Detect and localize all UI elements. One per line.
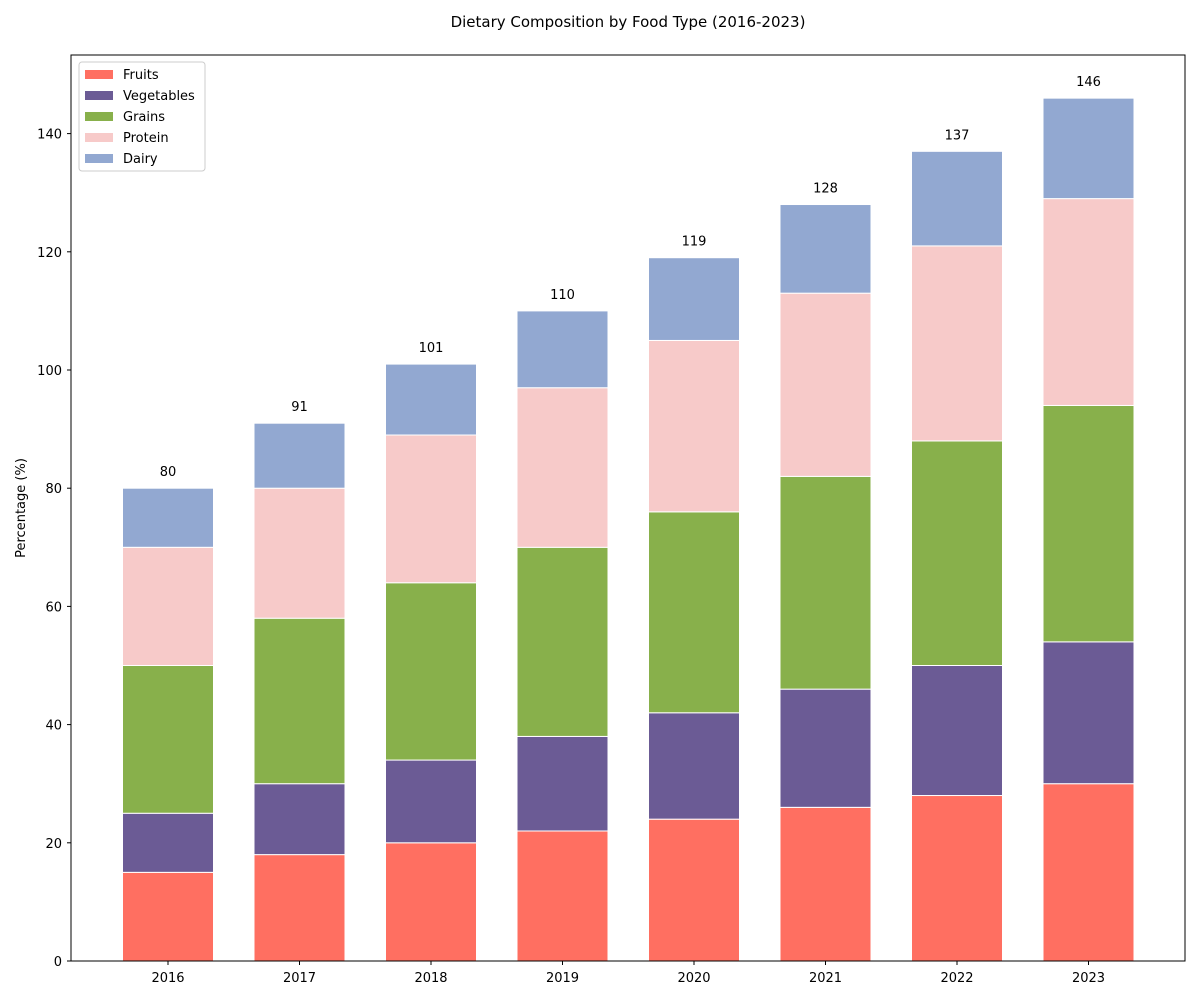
bar-fruits-2021: [779, 806, 872, 962]
bar-protein-2016: [122, 546, 214, 667]
totals-group: 80 91 101 110 119 128 137 146: [160, 75, 1101, 480]
legend-label: Protein: [123, 131, 169, 146]
bar-grains-2022: [911, 440, 1003, 667]
total-label: 119: [682, 235, 707, 250]
legend-swatch-fruits: [85, 70, 113, 79]
total-label: 80: [160, 465, 177, 480]
total-label: 110: [550, 288, 575, 303]
bar-protein-2017: [253, 487, 346, 619]
y-tick-label: 0: [54, 955, 62, 970]
x-tick-label: 2020: [677, 971, 710, 986]
legend-swatch-dairy: [85, 154, 113, 163]
y-tick-label: 60: [45, 600, 62, 615]
x-tick-label: 2018: [414, 971, 447, 986]
bar-dairy-2017: [253, 422, 346, 489]
plot-frame: [70, 54, 1186, 962]
bar-protein-2023: [1042, 198, 1135, 406]
bar-fruits-2017: [253, 854, 346, 962]
bar-vegetables-2023: [1042, 641, 1135, 785]
x-axis: 2016 2017 2018 2019 2020 2021 2022 2023: [151, 961, 1105, 986]
bar-grains-2021: [779, 475, 872, 690]
total-label: 146: [1076, 75, 1101, 90]
bar-fruits-2023: [1042, 783, 1135, 962]
bar-grains-2018: [385, 582, 477, 761]
legend-swatch-grains: [85, 112, 113, 121]
x-tick-label: 2021: [809, 971, 842, 986]
total-label: 128: [813, 182, 838, 197]
bar-fruits-2020: [648, 818, 740, 962]
bar-dairy-2020: [648, 257, 740, 341]
bar-fruits-2018: [385, 842, 477, 962]
x-tick-label: 2023: [1072, 971, 1105, 986]
legend-label: Fruits: [123, 68, 159, 83]
x-tick-label: 2019: [546, 971, 579, 986]
bar-dairy-2016: [122, 487, 214, 548]
total-label: 137: [945, 128, 970, 143]
bar-protein-2018: [385, 434, 477, 584]
bar-protein-2019: [516, 387, 609, 548]
total-label: 101: [419, 341, 444, 356]
y-tick-label: 120: [37, 246, 62, 261]
y-tick-label: 140: [37, 128, 62, 143]
bars-group: [122, 97, 1135, 962]
x-tick-label: 2017: [283, 971, 316, 986]
bar-fruits-2019: [516, 830, 609, 962]
bar-vegetables-2020: [648, 712, 740, 820]
bar-fruits-2016: [122, 871, 214, 962]
bar-dairy-2021: [779, 204, 872, 294]
x-tick-label: 2016: [151, 971, 184, 986]
bar-fruits-2022: [911, 795, 1003, 962]
y-tick-label: 40: [45, 719, 62, 734]
bar-dairy-2023: [1042, 97, 1135, 200]
total-label: 91: [291, 400, 308, 415]
bar-vegetables-2022: [911, 665, 1003, 797]
legend-swatch-vegetables: [85, 91, 113, 100]
chart-title: Dietary Composition by Food Type (2016-2…: [451, 13, 806, 31]
legend-swatch-protein: [85, 133, 113, 142]
legend-label: Dairy: [123, 152, 158, 167]
bar-grains-2020: [648, 511, 740, 714]
bar-grains-2016: [122, 665, 214, 814]
y-tick-label: 100: [37, 364, 62, 379]
bar-vegetables-2017: [253, 783, 346, 856]
y-axis: 0 20 40 60 80 100 120 140: [37, 128, 71, 970]
bar-dairy-2022: [911, 150, 1003, 247]
y-tick-label: 80: [45, 482, 62, 497]
y-tick-label: 20: [45, 837, 62, 852]
bar-dairy-2019: [516, 310, 609, 389]
bar-grains-2023: [1042, 404, 1135, 643]
bar-protein-2021: [779, 292, 872, 477]
x-tick-label: 2022: [940, 971, 973, 986]
legend-label: Grains: [123, 110, 165, 125]
bar-grains-2017: [253, 617, 346, 785]
bar-vegetables-2018: [385, 759, 477, 844]
bar-protein-2022: [911, 245, 1003, 442]
bar-protein-2020: [648, 339, 740, 513]
y-axis-label: Percentage (%): [14, 458, 29, 558]
bar-dairy-2018: [385, 363, 477, 436]
legend-label: Vegetables: [123, 89, 195, 104]
legend: Fruits Vegetables Grains Protein Dairy: [78, 61, 206, 172]
legend-box: [78, 61, 206, 172]
bar-vegetables-2016: [122, 812, 214, 873]
bar-vegetables-2021: [779, 688, 872, 808]
bar-grains-2019: [516, 546, 609, 737]
bar-vegetables-2019: [516, 735, 609, 832]
